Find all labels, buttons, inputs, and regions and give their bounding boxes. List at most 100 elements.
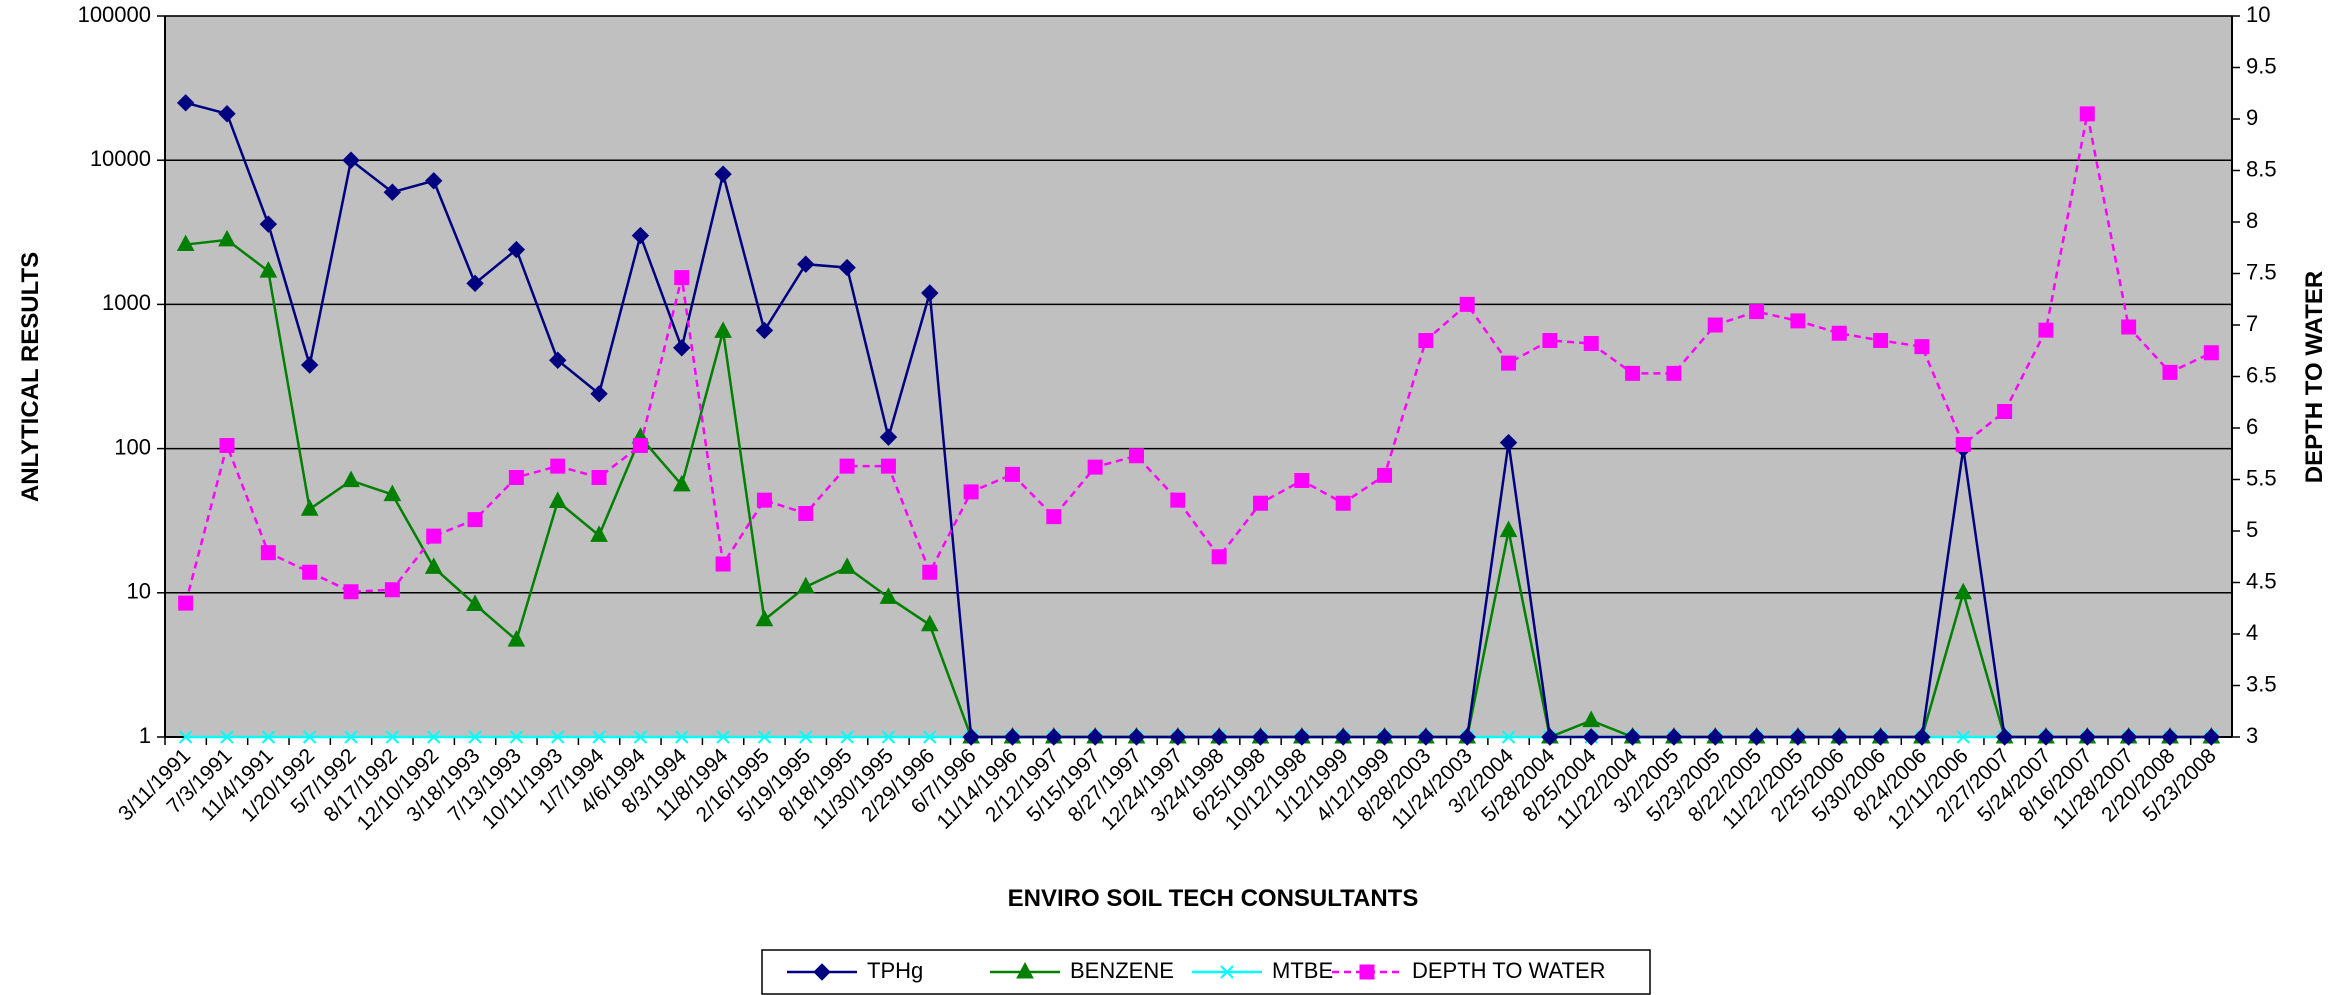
data-point (2119, 728, 2138, 746)
data-point (344, 730, 358, 744)
data-point (1623, 728, 1642, 746)
y-tick-label: 100 (114, 434, 151, 459)
data-point (1954, 582, 1973, 600)
data-point (1873, 332, 1889, 348)
data-point (509, 730, 524, 744)
data-point (219, 438, 235, 454)
data-point (302, 730, 317, 744)
y2-tick-label: 4.5 (2246, 568, 2277, 593)
data-point (466, 594, 484, 611)
data-point (1459, 296, 1475, 312)
data-point (1003, 728, 1022, 746)
data-point (383, 484, 402, 502)
data-point (672, 474, 691, 492)
data-point (2161, 728, 2179, 746)
data-point (549, 351, 567, 369)
legend-label: MTBE (1272, 958, 1333, 983)
data-point (1377, 467, 1393, 483)
data-point (633, 730, 648, 744)
data-point (1871, 728, 1890, 746)
data-point (260, 545, 276, 561)
data-point (1666, 365, 1682, 381)
data-point (963, 484, 979, 500)
data-point (178, 730, 193, 744)
data-point (1706, 728, 1724, 746)
data-point (1418, 332, 1434, 348)
data-point (1335, 495, 1351, 511)
data-point (507, 630, 526, 647)
data-point (1789, 728, 1807, 746)
data-point (425, 172, 443, 190)
data-point (342, 470, 360, 488)
data-point (1499, 433, 1518, 452)
data-point (674, 270, 690, 286)
data-point (675, 730, 689, 744)
data-point (840, 730, 854, 744)
series-square (178, 106, 2219, 611)
data-point (799, 730, 813, 744)
data-point (1251, 728, 1270, 746)
data-point (302, 564, 318, 580)
legend-label: TPHg (867, 958, 923, 983)
y-tick-label: 1000 (102, 290, 151, 315)
data-point (756, 492, 772, 508)
legend-marker (813, 963, 831, 981)
y-tick-label: 1 (139, 723, 151, 748)
data-point (384, 582, 400, 598)
data-point (923, 730, 937, 744)
legend-label: DEPTH TO WATER (1412, 958, 1606, 983)
y-axis-title: ANLYTICAL RESULTS (17, 252, 44, 502)
data-point (1582, 710, 1601, 728)
data-point (796, 576, 815, 594)
data-point (1625, 365, 1641, 381)
series-diamond (176, 94, 2221, 746)
data-point (466, 274, 484, 293)
data-point (1831, 325, 1847, 341)
data-point (2202, 728, 2221, 746)
data-point (838, 258, 856, 277)
data-point (716, 730, 730, 744)
data-point (1501, 730, 1516, 744)
data-point (2162, 364, 2178, 380)
data-point (1211, 549, 1227, 565)
data-point (1499, 520, 1518, 538)
data-point (1913, 728, 1931, 746)
data-point (1045, 728, 1063, 746)
data-point (1542, 332, 1558, 348)
data-point (632, 438, 648, 454)
data-point (838, 557, 856, 574)
x-axis-title: ENVIRO SOIL TECH CONSULTANTS (1008, 885, 1419, 912)
data-point (1170, 492, 1186, 508)
y2-tick-label: 6 (2246, 414, 2258, 439)
data-point (424, 557, 443, 574)
data-point (1046, 509, 1062, 525)
data-point (342, 151, 360, 169)
legend-marker (1359, 964, 1375, 980)
y2-tick-label: 10 (2246, 2, 2270, 27)
data-point (757, 730, 772, 744)
data-point (881, 730, 896, 744)
y2-tick-label: 8 (2246, 208, 2258, 233)
y2-tick-label: 7 (2246, 311, 2258, 336)
data-point (1293, 728, 1311, 746)
data-point (590, 525, 608, 542)
data-point (467, 512, 483, 528)
data-point (715, 556, 731, 572)
data-point (798, 505, 814, 521)
data-point (1707, 317, 1723, 333)
data-point (1914, 339, 1930, 355)
data-point (1956, 730, 1970, 744)
data-point (922, 564, 938, 580)
data-point (755, 609, 774, 627)
data-point (962, 728, 980, 746)
data-point (1583, 336, 1599, 352)
data-point (1995, 728, 2014, 746)
y2-tick-label: 5.5 (2246, 465, 2277, 490)
y2-axis-title: DEPTH TO WATER (2301, 271, 2328, 483)
y2-tick-label: 9 (2246, 105, 2258, 130)
data-point (1375, 728, 1394, 746)
data-point (591, 469, 607, 485)
y2-tick-label: 3.5 (2246, 671, 2277, 696)
legend-label: BENZENE (1070, 958, 1174, 983)
